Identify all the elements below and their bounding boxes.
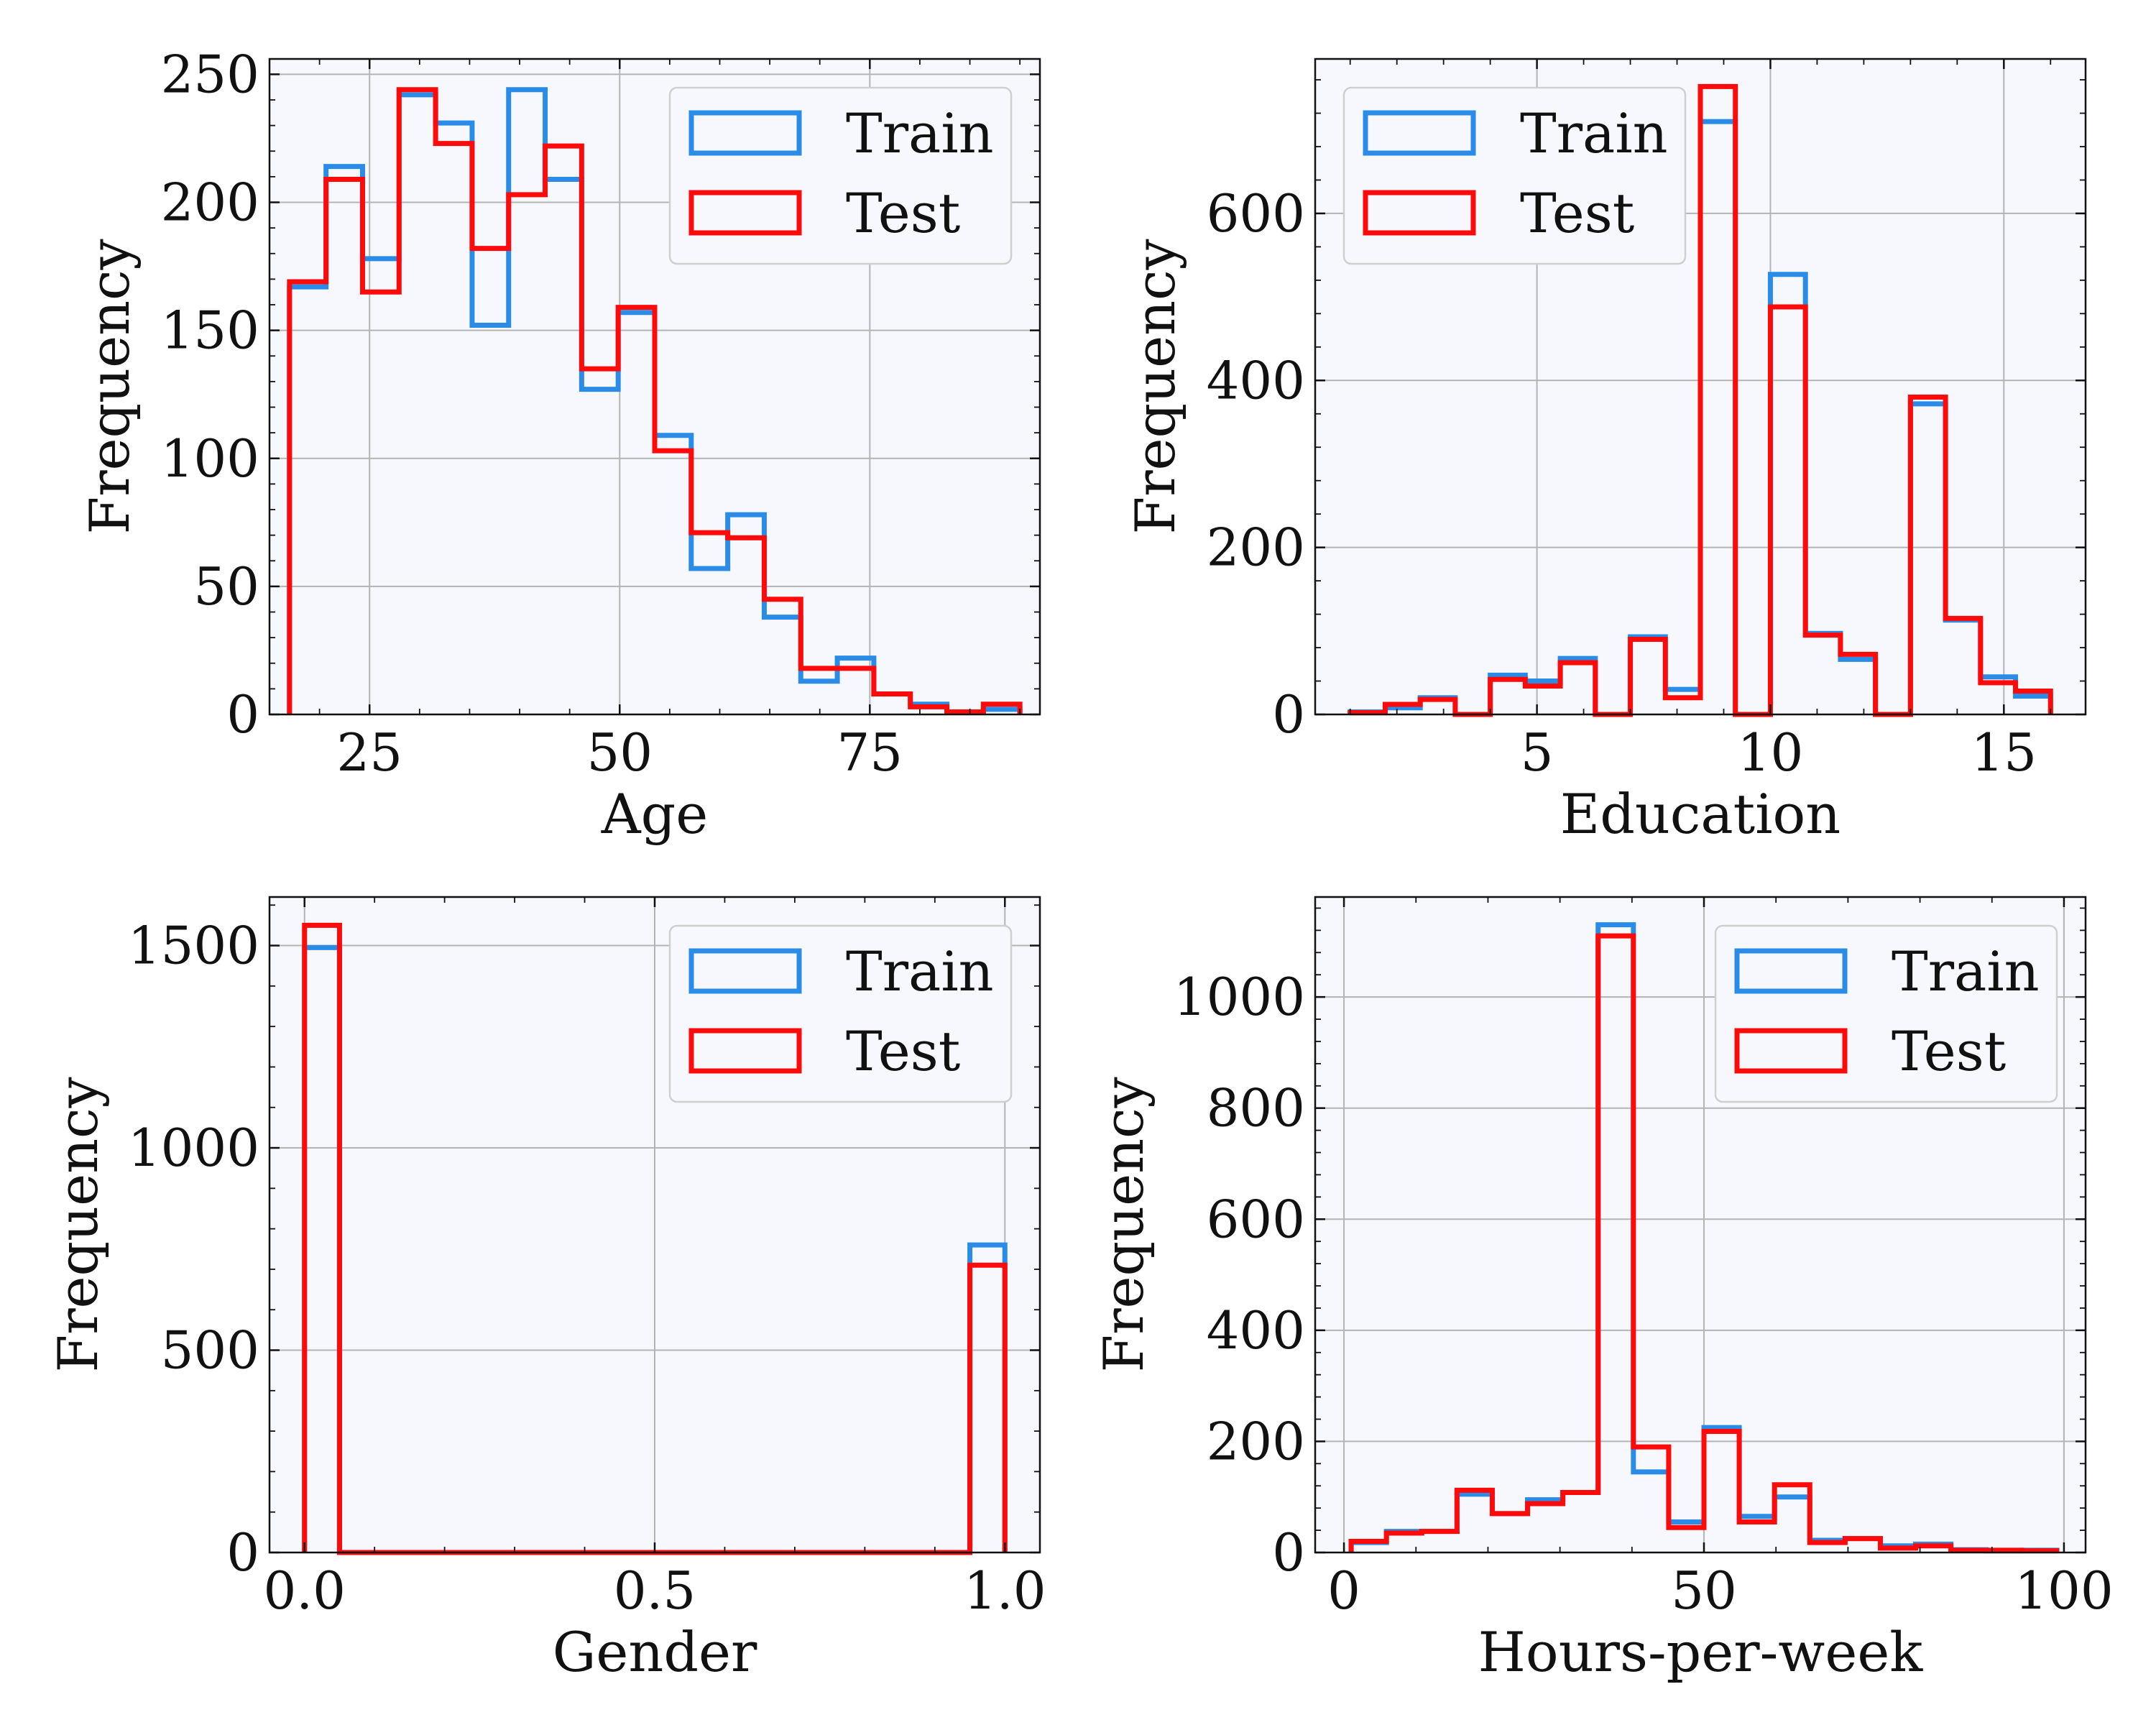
y-axis-label-age: Frequency [78,239,142,534]
x-tick-label-education-1: 10 [1738,722,1804,783]
legend-age: Train Test [668,86,1013,265]
axes-frame-education [1314,58,2087,716]
x-tick-label-gender-1: 0.5 [614,1560,696,1621]
legend-hours-per-week: Train Test [1714,924,2058,1103]
legend-swatch-test-hours-per-week [1734,1028,1848,1074]
legend-label-test-hours-per-week: Test [1892,1019,2006,1083]
ticks-education: 5 10 15 0 200 400 600 [1207,59,2086,783]
y-tick-label-education-2: 400 [1207,350,1305,410]
legend-education: Train Test [1342,86,1687,265]
y-tick-label-gender-3: 1500 [128,916,259,976]
ticks-age: 25 50 75 0 50 100 150 200 250 [161,44,1040,783]
y-tick-label-hours-per-week-5: 1000 [1174,967,1305,1027]
legend-gender: Train Test [668,924,1013,1103]
y-tick-label-age-4: 200 [161,172,259,233]
y-tick-label-gender-0: 0 [226,1522,259,1583]
y-tick-label-hours-per-week-3: 600 [1207,1189,1305,1249]
y-axis-label-hours-per-week: Frequency [1092,1077,1156,1372]
y-tick-label-age-3: 150 [161,300,259,361]
legend-label-test-age: Test [846,181,960,245]
panel-education: 5 10 15 0 200 400 600 Education Frequency Trai… [1123,58,2087,846]
x-tick-label-age-0: 25 [336,722,402,783]
legend-label-train-age: Train [846,101,994,165]
y-tick-label-gender-1: 500 [161,1320,259,1381]
y-axis-label-gender: Frequency [46,1077,110,1372]
y-tick-label-gender-2: 1000 [128,1118,259,1178]
legend-label-test-education: Test [1520,181,1634,245]
legend-swatch-test-age [688,190,802,236]
panel-gender: 0.0 0.5 1.0 0 500 1000 1500 Gender Frequency T… [46,896,1046,1684]
y-tick-label-education-0: 0 [1272,684,1305,745]
y-axis-label-education: Frequency [1123,239,1187,534]
series-lines-hours-per-week [1348,922,2060,1554]
y-tick-label-hours-per-week-1: 200 [1207,1411,1305,1471]
x-tick-label-age-2: 75 [837,722,903,783]
y-tick-label-hours-per-week-4: 800 [1207,1078,1305,1138]
ticks-gender: 0.0 0.5 1.0 0 500 1000 1500 [128,897,1046,1621]
x-axis-label-gender: Gender [553,1620,757,1684]
x-tick-label-age-1: 50 [586,722,653,783]
series-lines-education [1348,83,2053,717]
legend-label-train-hours-per-week: Train [1892,939,2040,1003]
legend-label-train-education: Train [1520,101,1668,165]
legend-label-train-gender: Train [846,939,994,1003]
legend-swatch-train-gender [688,948,802,994]
x-tick-label-hours-per-week-2: 100 [2014,1560,2113,1621]
legend-swatch-train-education [1363,110,1476,156]
legend-swatch-train-age [688,110,802,156]
y-tick-label-hours-per-week-0: 0 [1272,1522,1305,1583]
y-tick-label-age-0: 0 [226,684,259,745]
legend-box-hours-per-week [1714,924,2058,1103]
x-axis-label-education: Education [1560,782,1841,846]
x-tick-label-gender-2: 1.0 [964,1560,1046,1621]
y-tick-label-age-5: 250 [161,44,259,104]
legend-swatch-test-education [1363,190,1476,236]
x-tick-label-education-2: 15 [1971,722,2037,783]
legend-box-education [1342,86,1687,265]
axes-frame-hours-per-week [1314,896,2087,1554]
x-tick-label-gender-0: 0.0 [263,1560,346,1621]
legend-box-age [668,86,1013,265]
x-axis-label-age: Age [601,782,709,846]
histogram-test-age [287,87,1023,714]
legend-swatch-train-hours-per-week [1734,948,1848,994]
axes-frame-age [268,58,1041,716]
x-tick-label-hours-per-week-1: 50 [1671,1560,1737,1621]
panel-age: 25 50 75 0 50 100 150 200 250 Age Frequency Trai… [78,44,1041,846]
legend-box-gender [668,924,1013,1103]
x-tick-label-education-0: 5 [1521,722,1554,783]
legend-swatch-test-gender [688,1028,802,1074]
y-tick-label-hours-per-week-2: 400 [1207,1300,1305,1361]
histogram-test-education [1348,83,2053,717]
x-tick-label-hours-per-week-0: 0 [1327,1560,1360,1621]
x-axis-label-hours-per-week: Hours-per-week [1478,1620,1924,1684]
legend-label-test-gender: Test [846,1019,960,1083]
histogram-test-hours-per-week [1348,933,2060,1554]
series-lines-age [287,87,1023,714]
y-tick-label-education-3: 600 [1207,183,1305,244]
y-tick-label-age-2: 100 [161,428,259,489]
y-tick-label-age-1: 50 [193,556,259,617]
y-tick-label-education-1: 200 [1207,518,1305,578]
